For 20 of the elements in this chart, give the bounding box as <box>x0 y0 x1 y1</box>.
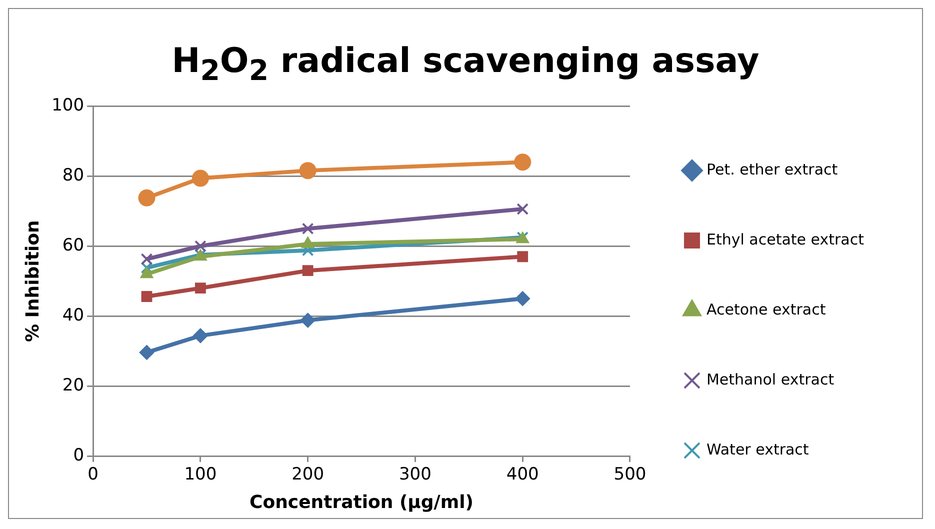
y-tick-label: 40 <box>62 305 84 326</box>
legend-label: Acetone extract <box>706 300 826 318</box>
legend-label: Methanol extract <box>706 370 834 388</box>
y-tick-label: 20 <box>62 375 84 396</box>
x-tick-label: 200 <box>292 464 324 484</box>
x-tick-label: 100 <box>184 464 217 484</box>
legend-label: Ethyl acetate extract <box>706 230 864 248</box>
x-tick-label: 0 <box>88 464 98 484</box>
chart-title: H$_{2}$O$_{2}$ radical scavenging assay <box>170 40 760 89</box>
y-tick-label: 0 <box>73 445 84 466</box>
x-tick-label: 400 <box>506 464 539 484</box>
y-axis-title: % Inhibition <box>22 220 44 342</box>
y-tick-label: 80 <box>62 165 84 186</box>
y-tick-label: 60 <box>62 235 84 256</box>
x-tick-label: 500 <box>614 464 646 484</box>
legend-label: Water extract <box>706 440 809 458</box>
y-tick-label: 100 <box>52 95 84 116</box>
x-axis-title: Concentration (µg/ml) <box>250 492 474 513</box>
legend-label: Pet. ether extract <box>706 160 838 178</box>
x-tick-label: 300 <box>398 464 432 484</box>
